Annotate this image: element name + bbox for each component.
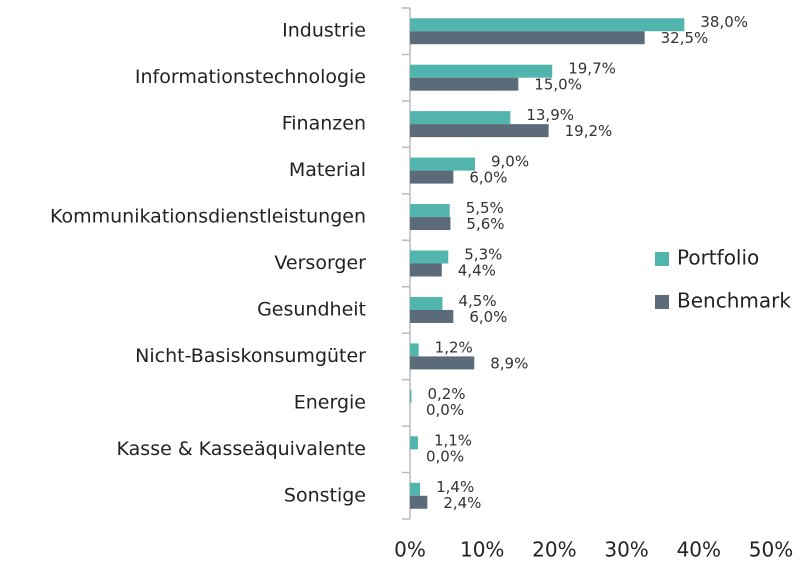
category-label: Kasse & Kasseäquivalente (117, 438, 366, 460)
category-label: Versorger (274, 252, 366, 274)
bar (410, 343, 419, 357)
bar (410, 77, 519, 91)
value-label: 4,4% (458, 262, 496, 280)
bar (410, 309, 454, 323)
value-label: 2,4% (443, 494, 481, 512)
value-label: 5,6% (466, 215, 504, 233)
bar (410, 204, 450, 218)
bar (410, 482, 421, 496)
value-label: 0,0% (426, 447, 464, 465)
value-label: 1,4% (436, 478, 474, 496)
value-label: 32,5% (661, 29, 709, 47)
bar (410, 436, 418, 450)
category-label: Kommunikationsdienstleistungen (50, 206, 366, 228)
legend-swatch (655, 252, 669, 266)
category-label: Informationstechnologie (135, 66, 366, 88)
value-label: 38,0% (700, 13, 748, 31)
value-label: 0,0% (426, 401, 464, 419)
bar (410, 296, 443, 310)
bar (410, 157, 475, 171)
category-label: Finanzen (282, 113, 366, 135)
value-label: 4,5% (458, 292, 496, 310)
legend-label: Benchmark (677, 289, 791, 313)
x-tick-label: 10% (460, 538, 504, 562)
value-label: 19,2% (565, 122, 613, 140)
value-label: 6,0% (469, 169, 507, 187)
bar (410, 18, 685, 32)
x-tick-label: 40% (677, 538, 721, 562)
value-label: 13,9% (526, 106, 574, 124)
category-label: Material (289, 159, 366, 181)
legend-label: Portfolio (677, 246, 759, 270)
bar (410, 111, 511, 125)
value-label: 5,5% (466, 199, 504, 217)
value-label: 5,3% (464, 246, 502, 264)
bar (410, 389, 412, 403)
value-label: 8,9% (490, 354, 528, 372)
category-label: Industrie (282, 20, 366, 42)
bar (410, 263, 442, 277)
category-label: Sonstige (284, 484, 366, 506)
x-tick-label: 0% (394, 538, 426, 562)
x-tick-label: 50% (749, 538, 793, 562)
bar (410, 495, 428, 509)
category-label: Energie (294, 391, 366, 413)
bar (410, 124, 549, 138)
bar (410, 217, 451, 231)
legend-swatch (655, 295, 669, 309)
value-label: 1,1% (434, 431, 472, 449)
value-label: 6,0% (469, 308, 507, 326)
bar (410, 64, 553, 78)
value-label: 1,2% (435, 338, 473, 356)
bar (410, 31, 645, 45)
value-label: 19,7% (568, 60, 616, 78)
x-tick-label: 20% (532, 538, 576, 562)
category-label: Nicht-Basiskonsumgüter (135, 345, 366, 367)
value-label: 0,2% (427, 385, 465, 403)
category-label: Gesundheit (257, 298, 366, 320)
bar (410, 250, 449, 264)
value-label: 15,0% (534, 76, 582, 94)
value-label: 9,0% (491, 153, 529, 171)
bar (410, 356, 475, 370)
bar (410, 170, 454, 184)
x-tick-label: 30% (604, 538, 648, 562)
